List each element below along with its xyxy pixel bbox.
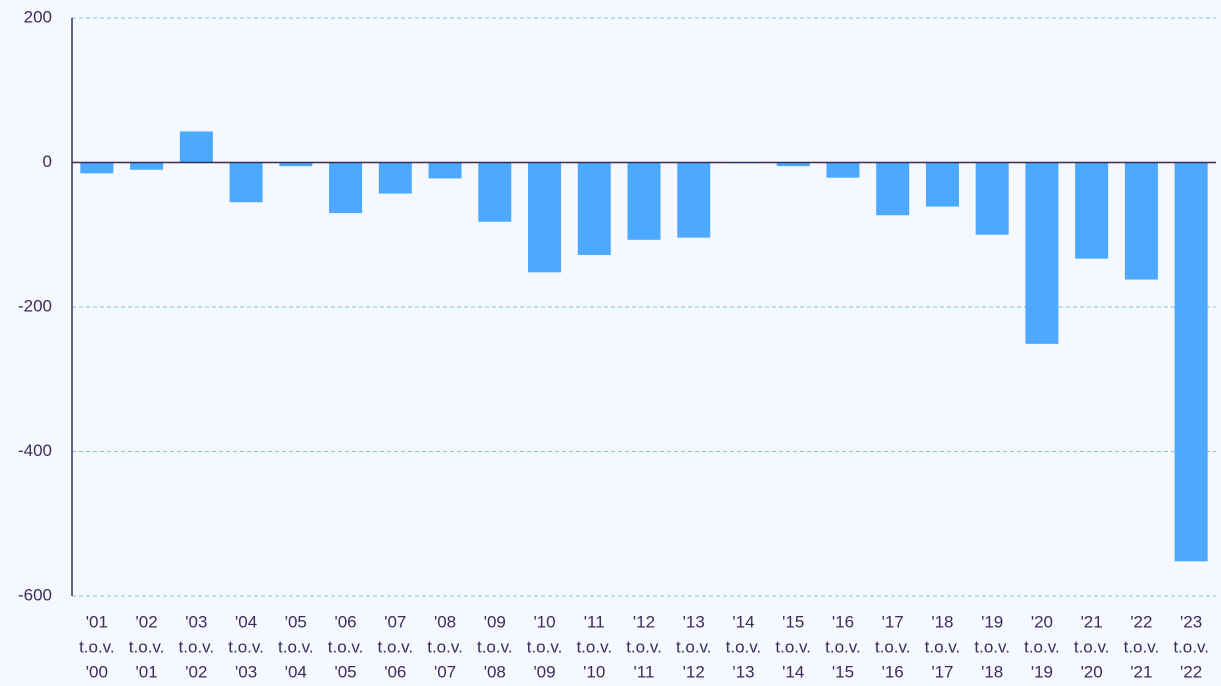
bar: [378, 162, 412, 194]
x-tick-label: '04: [285, 662, 307, 681]
x-tick-label: t.o.v.: [1074, 637, 1110, 656]
y-tick-label: -600: [18, 585, 52, 604]
bar: [677, 162, 711, 238]
bar: [1174, 162, 1208, 562]
x-tick-label: t.o.v.: [427, 637, 463, 656]
x-tick-label: '00: [86, 662, 108, 681]
x-tick-label: '13: [732, 662, 754, 681]
x-tick-label: '13: [683, 612, 705, 631]
x-tick-label: '08: [484, 662, 506, 681]
x-tick-label: '17: [882, 612, 904, 631]
x-tick-label: '12: [683, 662, 705, 681]
x-tick-label: t.o.v.: [328, 637, 364, 656]
bar: [80, 162, 114, 174]
bar: [329, 162, 363, 214]
x-tick-label: t.o.v.: [925, 637, 961, 656]
x-tick-label: t.o.v.: [378, 637, 414, 656]
x-tick-label: '21: [1081, 612, 1103, 631]
x-tick-label: '18: [981, 662, 1003, 681]
bar: [826, 162, 860, 178]
x-tick-label: t.o.v.: [527, 637, 563, 656]
x-tick-label: '20: [1081, 662, 1103, 681]
x-tick-label: '04: [235, 612, 257, 631]
x-tick-label: '01: [136, 662, 158, 681]
bar: [478, 162, 512, 222]
y-tick-label: 200: [24, 7, 52, 26]
bar: [279, 162, 313, 167]
bar: [428, 162, 462, 179]
x-tick-label: '09: [533, 662, 555, 681]
x-tick-label: '05: [334, 662, 356, 681]
bar: [1025, 162, 1059, 344]
x-tick-label: '14: [782, 662, 804, 681]
x-tick-label: '06: [384, 662, 406, 681]
x-tick-label: '14: [732, 612, 754, 631]
x-tick-label: '05: [285, 612, 307, 631]
x-tick-label: '12: [633, 612, 655, 631]
bar: [776, 162, 810, 167]
x-tick-label: '16: [832, 612, 854, 631]
x-tick-label: t.o.v.: [726, 637, 762, 656]
bar: [627, 162, 661, 240]
x-tick-label: '18: [931, 612, 953, 631]
x-tick-label: '16: [882, 662, 904, 681]
x-tick-label: t.o.v.: [1024, 637, 1060, 656]
x-tick-label: '20: [1031, 612, 1053, 631]
x-tick-label: t.o.v.: [79, 637, 115, 656]
x-tick-label: '09: [484, 612, 506, 631]
bar: [876, 162, 910, 216]
bar: [1124, 162, 1158, 280]
x-tick-label: '17: [931, 662, 953, 681]
bar: [577, 162, 611, 255]
bar: [528, 162, 562, 273]
x-tick-label: t.o.v.: [477, 637, 513, 656]
x-tick-label: '03: [235, 662, 257, 681]
x-tick-label: '15: [832, 662, 854, 681]
x-tick-label: t.o.v.: [1124, 637, 1160, 656]
x-tick-label: '08: [434, 612, 456, 631]
y-tick-label: -400: [18, 441, 52, 460]
x-tick-label: t.o.v.: [974, 637, 1010, 656]
x-tick-label: '19: [1031, 662, 1053, 681]
x-tick-label: '22: [1130, 612, 1152, 631]
x-tick-label: t.o.v.: [875, 637, 911, 656]
bar: [229, 162, 263, 203]
bar: [130, 162, 164, 170]
x-tick-label: '07: [384, 612, 406, 631]
x-tick-label: t.o.v.: [228, 637, 264, 656]
bar: [975, 162, 1009, 235]
x-tick-label: t.o.v.: [278, 637, 314, 656]
x-tick-label: t.o.v.: [676, 637, 712, 656]
x-tick-label: t.o.v.: [626, 637, 662, 656]
y-tick-label: 0: [43, 152, 52, 171]
x-tick-label: t.o.v.: [775, 637, 811, 656]
x-tick-label: '01: [86, 612, 108, 631]
x-tick-label: t.o.v.: [129, 637, 165, 656]
x-tick-label: '19: [981, 612, 1003, 631]
y-tick-label: -200: [18, 296, 52, 315]
x-tick-label: '03: [185, 612, 207, 631]
x-tick-label: t.o.v.: [825, 637, 861, 656]
x-tick-label: t.o.v.: [576, 637, 612, 656]
x-tick-label: '02: [185, 662, 207, 681]
bar: [925, 162, 959, 207]
x-tick-label: '11: [584, 612, 605, 631]
x-tick-label: '02: [136, 612, 158, 631]
x-tick-label: '06: [334, 612, 356, 631]
x-tick-label: '15: [782, 612, 804, 631]
x-tick-label: '23: [1180, 612, 1202, 631]
bar: [1075, 162, 1109, 259]
x-tick-label: t.o.v.: [1173, 637, 1209, 656]
x-tick-label: '22: [1180, 662, 1202, 681]
x-tick-label: '10: [583, 662, 605, 681]
bar: [179, 131, 213, 163]
x-tick-label: '21: [1130, 662, 1152, 681]
x-tick-label: '07: [434, 662, 456, 681]
x-tick-label: '10: [533, 612, 555, 631]
x-tick-label: t.o.v.: [179, 637, 215, 656]
x-tick-label: '11: [634, 662, 655, 681]
